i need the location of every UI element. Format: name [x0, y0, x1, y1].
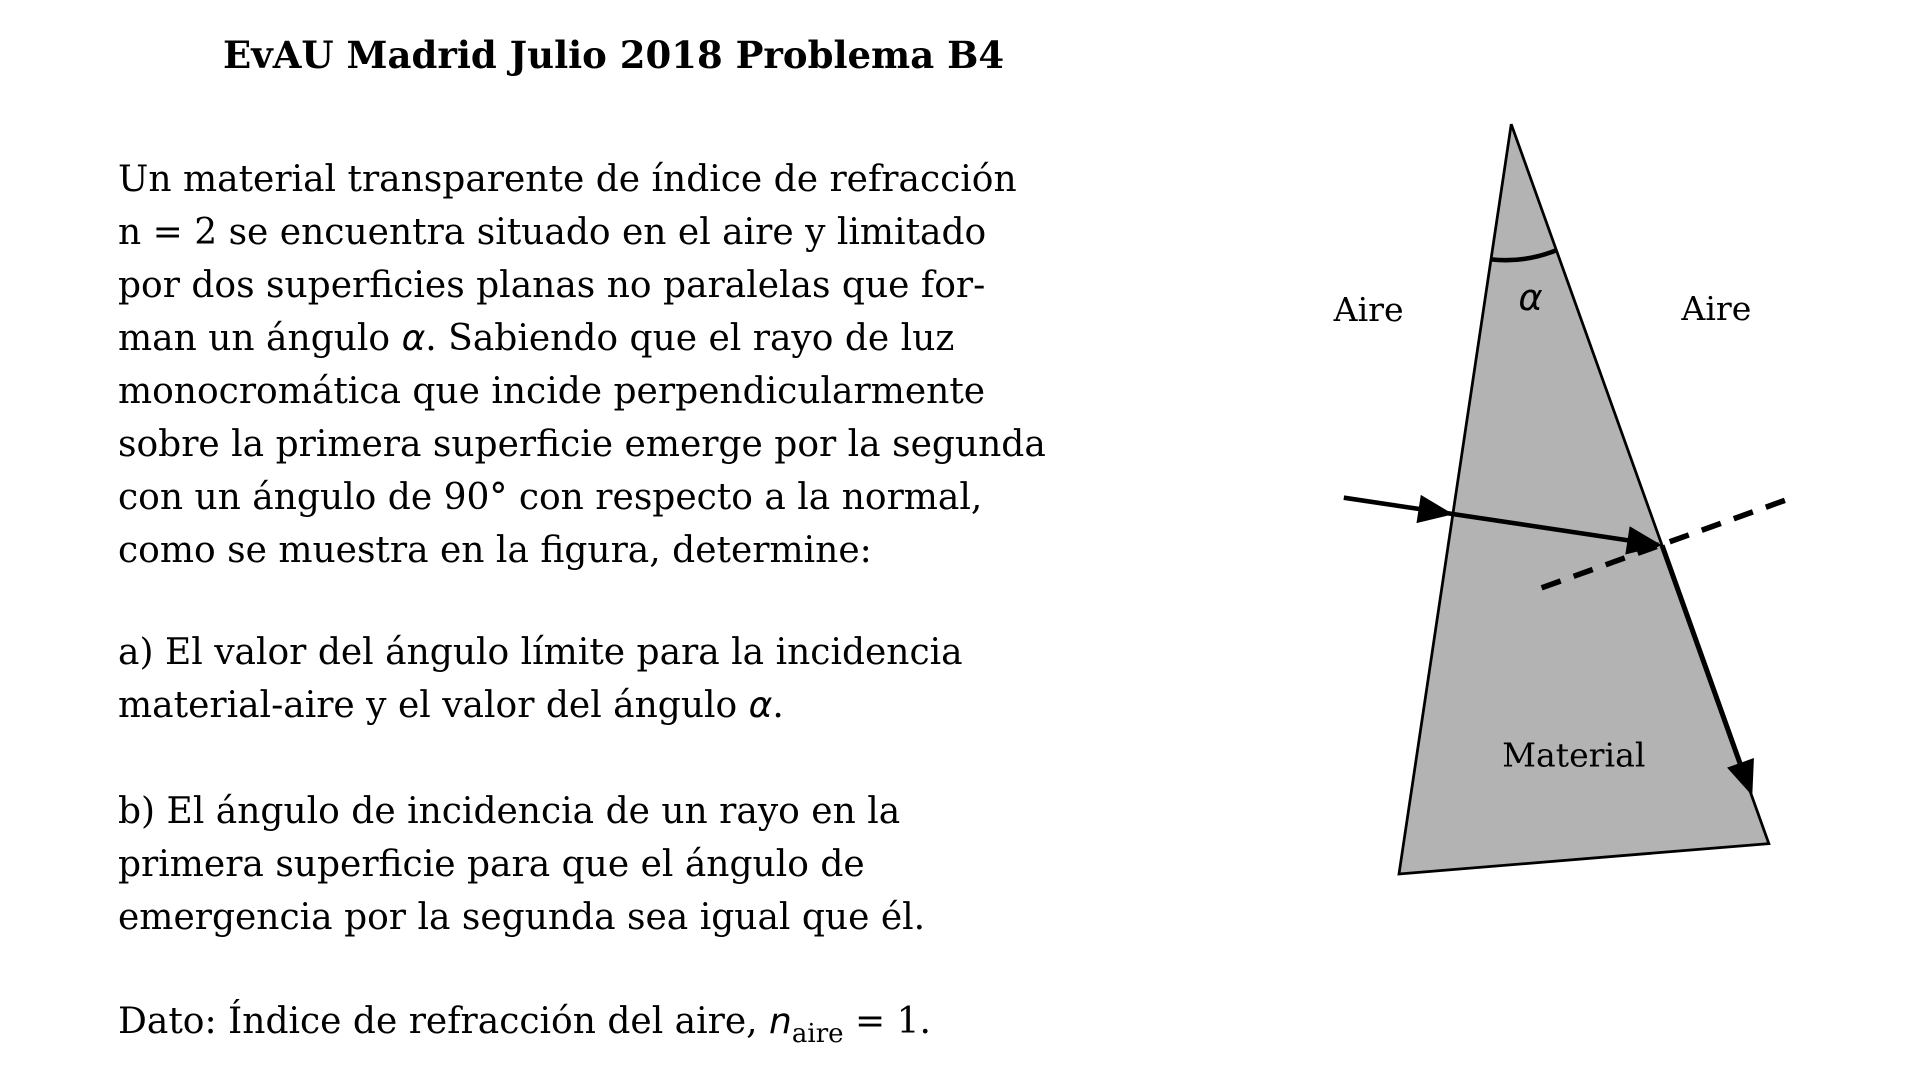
alpha-angle-arc	[1490, 248, 1558, 263]
statement-line: monocromática que incide perpendicularme…	[118, 371, 986, 412]
alpha-angle-label: α	[1518, 276, 1542, 319]
prism-diagram: Aire Aire α Material	[1333, 123, 1789, 876]
page-title: EvAU Madrid Julio 2018 Problema B4	[223, 33, 1005, 77]
part-a-line: material-aire y el valor del ángulo α.	[118, 685, 784, 726]
part-b-line: b) El ángulo de incidencia de un rayo en…	[118, 791, 901, 832]
statement-line: como se muestra en la figura, determine:	[118, 530, 872, 571]
statement-line: por dos superficies planas no paralelas …	[118, 265, 986, 306]
statement-line: man un ángulo α. Sabiendo que el rayo de…	[118, 318, 955, 359]
incident-ray-arrowhead	[1416, 494, 1454, 524]
statement-line: Un material transparente de índice de re…	[118, 159, 1017, 200]
question-part-a: a) El valor del ángulo límite para la in…	[118, 626, 963, 732]
air-label-right: Aire	[1680, 289, 1751, 328]
alpha-symbol: α	[748, 685, 773, 726]
statement-line: con un ángulo de 90° con respecto a la n…	[118, 477, 983, 518]
normal-dashed-line	[1540, 496, 1789, 591]
question-part-b: b) El ángulo de incidencia de un rayo en…	[118, 785, 925, 944]
emergent-ray-arrowhead	[1727, 758, 1754, 796]
part-a-line: a) El valor del ángulo límite para la in…	[118, 632, 963, 673]
emergent-ray	[1659, 544, 1744, 768]
alpha-symbol: α	[401, 318, 426, 359]
n-symbol: n	[769, 1001, 792, 1042]
part-b-line: emergencia por la segunda sea igual que …	[118, 897, 926, 938]
statement-line: sobre la primera superficie emerge por l…	[118, 424, 1046, 465]
n-subscript: aire	[791, 1019, 844, 1049]
statement-line: n = 2 se encuentra situado en el aire y …	[118, 212, 987, 253]
air-label-left: Aire	[1333, 290, 1404, 329]
prism-shape	[1397, 123, 1771, 876]
material-label: Material	[1502, 735, 1645, 774]
part-b-line: primera superficie para que el ángulo de	[118, 844, 865, 885]
given-data-line: Dato: Índice de refracción del aire, nai…	[118, 1001, 931, 1049]
incident-ray	[1343, 495, 1659, 548]
problem-statement: Un material transparente de índice de re…	[118, 153, 1046, 577]
